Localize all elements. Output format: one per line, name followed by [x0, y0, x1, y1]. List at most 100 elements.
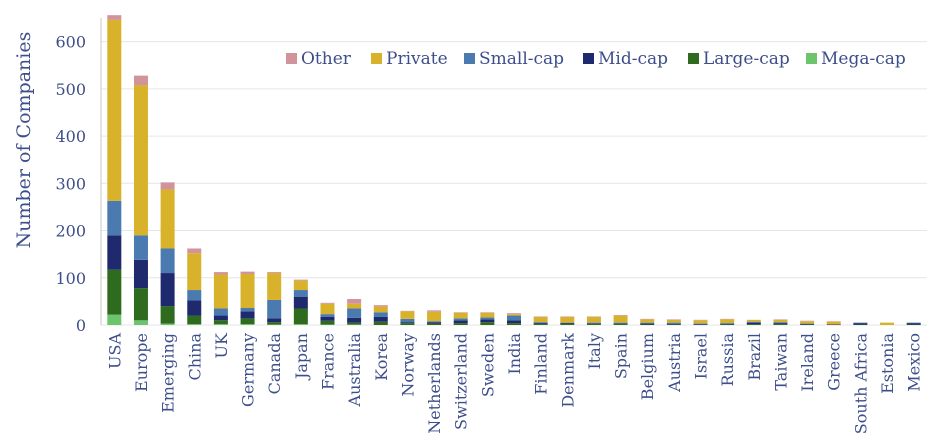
bar-segment	[373, 306, 388, 313]
bar-segment	[906, 324, 921, 326]
bar-segment	[240, 271, 255, 274]
bar-segment	[160, 273, 175, 307]
x-tick-label: Israel	[692, 333, 711, 379]
bar-segment	[400, 322, 415, 324]
bar-segment	[800, 324, 815, 325]
legend-label: Mid-cap	[598, 49, 668, 69]
x-tick-labels: USA Europe Emerging China UK Germany Canada Jap…	[105, 332, 923, 434]
x-tick-label: India	[505, 333, 524, 375]
bar-segment	[720, 324, 735, 325]
x-tick-label: Japan	[292, 333, 311, 381]
x-tick-label: Emerging	[159, 333, 178, 413]
bar-segment	[133, 235, 148, 260]
bar-segment	[666, 324, 681, 325]
bar-segment	[906, 323, 921, 325]
legend-label: Mega-cap	[821, 49, 906, 69]
x-tick-label: UK	[212, 332, 231, 358]
bar-segment	[427, 311, 442, 322]
bar-segment	[480, 322, 495, 325]
x-tick-label: Switzerland	[452, 333, 471, 430]
legend-label: Small-cap	[479, 49, 564, 69]
bar-segment	[800, 323, 815, 325]
bar-segment	[773, 324, 788, 325]
bar-segment	[187, 315, 202, 325]
bar-segment	[133, 288, 148, 321]
y-tick-label: 200	[55, 222, 86, 241]
bar-segment	[480, 317, 495, 320]
bar-segment	[826, 324, 841, 326]
bar-segment	[693, 319, 708, 321]
legend-label: Other	[301, 49, 352, 69]
bar-segment	[240, 311, 255, 319]
x-tick-label: Sweden	[478, 333, 497, 397]
bar-segment	[107, 235, 122, 270]
y-tick-label: 100	[55, 269, 86, 288]
x-tick-label: Germany	[239, 333, 258, 407]
bar-segment	[560, 324, 575, 325]
bar-segment	[427, 322, 442, 324]
legend-swatch	[583, 53, 594, 64]
bar-segment	[586, 316, 601, 317]
bar-segment	[267, 322, 282, 325]
bar-segment	[720, 319, 735, 324]
bar-segment	[187, 248, 202, 254]
bar-segment	[720, 318, 735, 320]
bar-segment	[347, 299, 362, 304]
bar-segment	[187, 253, 202, 291]
bar-segment	[480, 319, 495, 323]
bar-segment	[267, 273, 282, 300]
bar-segment	[133, 259, 148, 289]
bar-segment	[746, 319, 761, 322]
x-tick-label: Australia	[345, 333, 364, 408]
bar-segment	[453, 312, 468, 319]
bar-segment	[213, 324, 228, 325]
bar-segment	[133, 85, 148, 236]
bar-segment	[213, 272, 228, 275]
x-tick-label: Estonia	[878, 333, 897, 394]
bar-segment	[720, 324, 735, 326]
bar-segment	[800, 320, 815, 322]
bar-segment	[480, 312, 495, 313]
bar-segment	[800, 324, 815, 326]
bar-segment	[320, 316, 335, 321]
bar-segment	[533, 322, 548, 324]
bar-segment	[373, 316, 388, 322]
x-tick-label: South Africa	[851, 333, 870, 435]
bar-segment	[240, 318, 255, 325]
bar-segment	[347, 322, 362, 325]
bar-segment	[640, 322, 655, 324]
legend-swatch	[286, 53, 297, 64]
x-tick-label: Europe	[132, 333, 151, 392]
bar-segment	[613, 322, 628, 324]
x-tick-label: Canada	[265, 333, 284, 395]
bar-segment	[453, 318, 468, 321]
bar-segment	[773, 323, 788, 325]
bar-segment	[453, 320, 468, 324]
bar-segment	[613, 323, 628, 325]
bar-segment	[640, 318, 655, 320]
y-tick-label: 600	[55, 33, 86, 52]
bar-segment	[853, 324, 868, 326]
bar-segment	[400, 318, 415, 323]
bar-segment	[347, 303, 362, 309]
x-tick-label: Finland	[532, 333, 551, 395]
bar-segment	[666, 319, 681, 323]
bar-segment	[666, 324, 681, 326]
bar-segment	[586, 323, 601, 325]
bar-segment	[666, 322, 681, 325]
bar-segment	[880, 322, 895, 325]
bar-segment	[640, 324, 655, 326]
bar-segment	[347, 324, 362, 326]
legend-swatch	[371, 53, 382, 64]
x-tick-label: France	[318, 333, 337, 390]
bar-segment	[160, 306, 175, 324]
bar-segment	[160, 182, 175, 190]
bar-segment	[773, 319, 788, 320]
bar-segment	[320, 314, 335, 317]
bar-segment	[427, 323, 442, 325]
bar-segment	[400, 323, 415, 325]
bar-segment	[293, 280, 308, 291]
bar-segment	[773, 322, 788, 324]
bar-segment	[533, 323, 548, 325]
